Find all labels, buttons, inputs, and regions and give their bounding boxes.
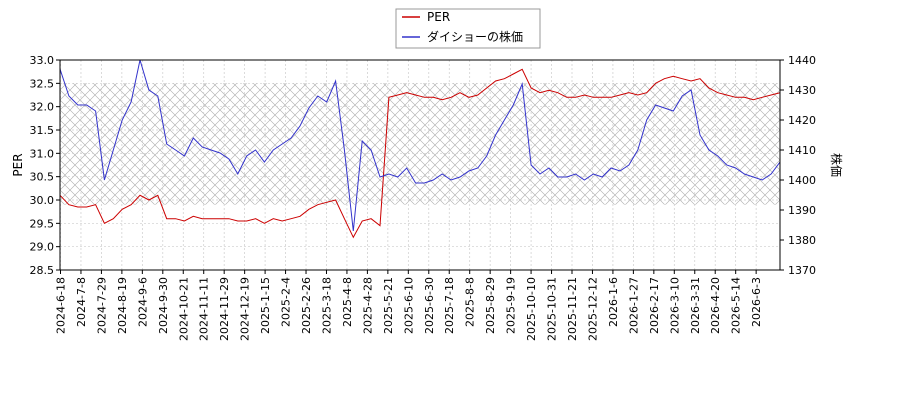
- right-tick-label: 1390: [788, 204, 816, 217]
- series-line-per: [60, 68, 780, 239]
- x-tick-label: 2025-3-18: [320, 277, 333, 334]
- left-tick-label: 33.0: [30, 54, 55, 67]
- right-tick-label: 1400: [788, 174, 816, 187]
- x-tick-label: 2025-2-4: [280, 277, 293, 327]
- legend-label-price: ダイショーの株価: [427, 29, 523, 44]
- left-axis-title: PER: [11, 153, 25, 176]
- x-tick-label: 2025-9-19: [505, 277, 518, 334]
- x-tick-label: 2024-6-18: [55, 277, 68, 334]
- plot-frame: [59, 59, 781, 271]
- legend-box: [395, 8, 541, 49]
- x-tick-label: 2025-1-15: [259, 277, 272, 334]
- left-tick-label: 31.0: [30, 147, 55, 160]
- right-tick-label: 1420: [788, 114, 816, 127]
- x-tick-label: 2024-7-29: [95, 277, 108, 334]
- x-tick-label: 2024-12-19: [239, 277, 252, 341]
- x-tick-label: 2025-12-12: [586, 277, 599, 341]
- x-tick-label: 2025-10-31: [546, 277, 559, 341]
- right-tick-label: 1410: [788, 144, 816, 157]
- left-tick-label: 30.5: [30, 171, 55, 184]
- left-tick-label: 28.5: [30, 264, 55, 277]
- left-tick-label: 32.5: [30, 77, 55, 90]
- x-tick-label: 2026-3-10: [668, 277, 681, 334]
- x-tick-label: 2026-6-3: [750, 277, 763, 327]
- right-tick-label: 1380: [788, 234, 816, 247]
- x-tick-label: 2024-9-30: [157, 277, 170, 334]
- x-tick-label: 2025-5-21: [382, 277, 395, 334]
- x-tick-label: 2026-1-6: [607, 277, 620, 327]
- x-tick-label: 2026-4-20: [709, 277, 722, 334]
- right-tick-label: 1370: [788, 264, 816, 277]
- left-tick-label: 31.5: [30, 124, 55, 137]
- x-tick-label: 2025-8-29: [484, 277, 497, 334]
- x-tick-label: 2026-5-14: [730, 277, 743, 334]
- x-tick-label: 2025-6-10: [402, 277, 415, 334]
- x-tick-label: 2025-10-10: [525, 277, 538, 341]
- x-tick-label: 2024-7-8: [75, 277, 88, 327]
- series-line-price: [60, 60, 780, 232]
- legend-label-per: PER: [427, 10, 450, 24]
- x-tick-label: 2024-8-19: [116, 277, 129, 334]
- left-axis: 28.5 29.0 29.5 30.0 30.5 31.0 31.5 32.0 32.5 33.0: [30, 54, 60, 277]
- x-tick-label: 2025-11-21: [566, 277, 579, 341]
- left-tick-label: 29.5: [30, 217, 55, 230]
- x-tick-label: 2024-10-21: [177, 277, 190, 341]
- left-tick-label: 30.0: [30, 194, 55, 207]
- x-axis: 2024-6-18 2024-7-8 2024-7-29 2024-8-19 2024-…: [55, 270, 763, 341]
- legend: PER ダイショーの株価: [395, 8, 541, 49]
- shaded-band: [60, 83, 780, 205]
- right-axis: 1370 1380 1390 1400 1410 1420 1430 1440: [780, 54, 816, 277]
- x-tick-label: 2024-11-29: [218, 277, 231, 341]
- x-tick-label: 2025-8-8: [464, 277, 477, 327]
- left-tick-label: 32.0: [30, 101, 55, 114]
- left-tick-label: 29.0: [30, 241, 55, 254]
- x-tick-label: 2025-6-30: [423, 277, 436, 334]
- x-tick-label: 2025-4-8: [341, 277, 354, 327]
- right-tick-label: 1440: [788, 54, 816, 67]
- x-tick-label: 2024-11-11: [198, 277, 211, 341]
- x-tick-label: 2026-2-17: [648, 277, 661, 334]
- right-tick-label: 1430: [788, 84, 816, 97]
- right-axis-title: 株価: [829, 153, 844, 177]
- x-tick-label: 2025-7-18: [443, 277, 456, 334]
- series-lines: [60, 60, 780, 239]
- x-tick-label: 2025-2-26: [300, 277, 313, 334]
- x-tick-label: 2026-3-31: [689, 277, 702, 334]
- x-tick-label: 2025-4-28: [361, 277, 374, 334]
- x-tick-label: 2026-1-27: [627, 277, 640, 334]
- x-tick-label: 2024-9-6: [136, 277, 149, 327]
